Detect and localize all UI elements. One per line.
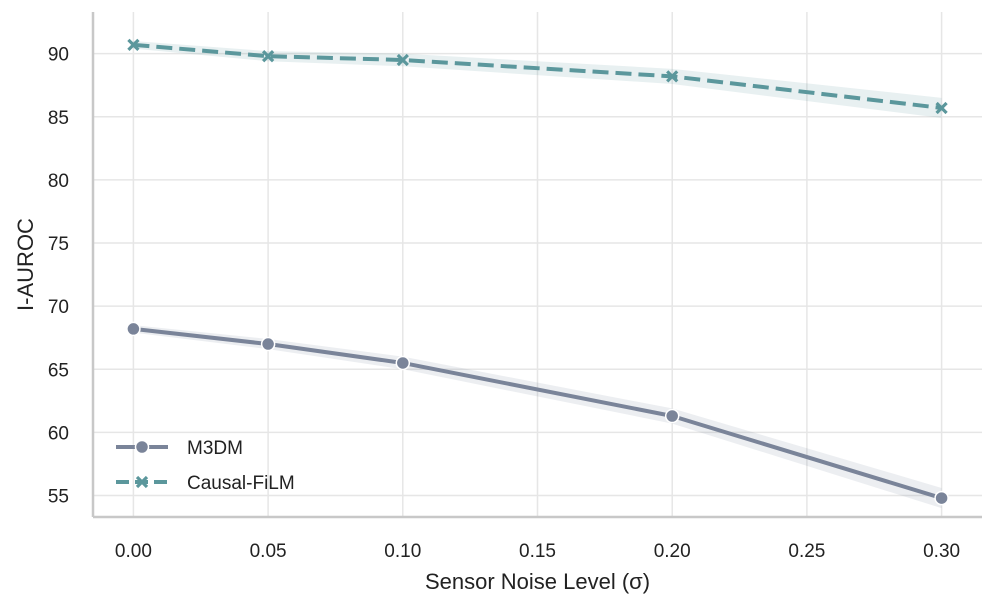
y-tick-label-75: 75 [48,234,69,255]
series-markers [126,38,949,506]
point-causal-film-0 [127,38,140,51]
legend-label-causal-film: Causal-FiLM [187,473,295,494]
point-causal-film-0.2 [666,70,679,83]
band-causal-film [133,41,942,119]
x-tick-label-0.20: 0.20 [654,541,691,562]
x-tick-label-0.10: 0.10 [384,541,421,562]
x-axis-title: Sensor Noise Level (σ) [425,569,650,594]
y-tick-label-70: 70 [48,297,69,318]
point-causal-film-0.3 [935,101,948,115]
y-tick-label-90: 90 [48,45,69,66]
point-m3dm-0.05 [260,336,276,352]
x-tick-label-0.30: 0.30 [923,541,960,562]
point-m3dm-0.2 [664,408,680,424]
legend-marker-causal-film [135,475,149,489]
legend: M3DM Causal-FiLM [116,438,295,494]
y-tick-label-65: 65 [48,360,69,381]
x-tick-label-0.05: 0.05 [250,541,287,562]
y-tick-labels: 55 60 65 70 75 80 85 90 [48,45,69,508]
x-tick-label-0.15: 0.15 [519,541,556,562]
y-tick-label-85: 85 [48,108,69,129]
series-line-causal-film [133,42,942,110]
x-tick-label-0.25: 0.25 [788,541,825,562]
grid-lines [93,12,982,517]
y-axis-title: I-AUROC [13,218,38,311]
point-m3dm-0.1 [395,355,411,371]
y-tick-label-60: 60 [48,423,69,444]
point-m3dm-0 [126,321,141,337]
axes [91,12,982,519]
legend-label-m3dm: M3DM [187,438,243,459]
legend-marker-m3dm [134,439,150,455]
point-causal-film-0.05 [261,50,275,63]
x-tick-label-0.00: 0.00 [115,541,152,562]
confidence-bands [133,41,942,509]
x-tick-labels: 0.00 0.05 0.10 0.15 0.20 0.25 0.30 [115,541,960,562]
y-tick-label-80: 80 [48,171,69,192]
point-causal-film-0.1 [396,53,409,67]
y-tick-label-55: 55 [48,487,69,508]
point-m3dm-0.3 [934,490,949,506]
